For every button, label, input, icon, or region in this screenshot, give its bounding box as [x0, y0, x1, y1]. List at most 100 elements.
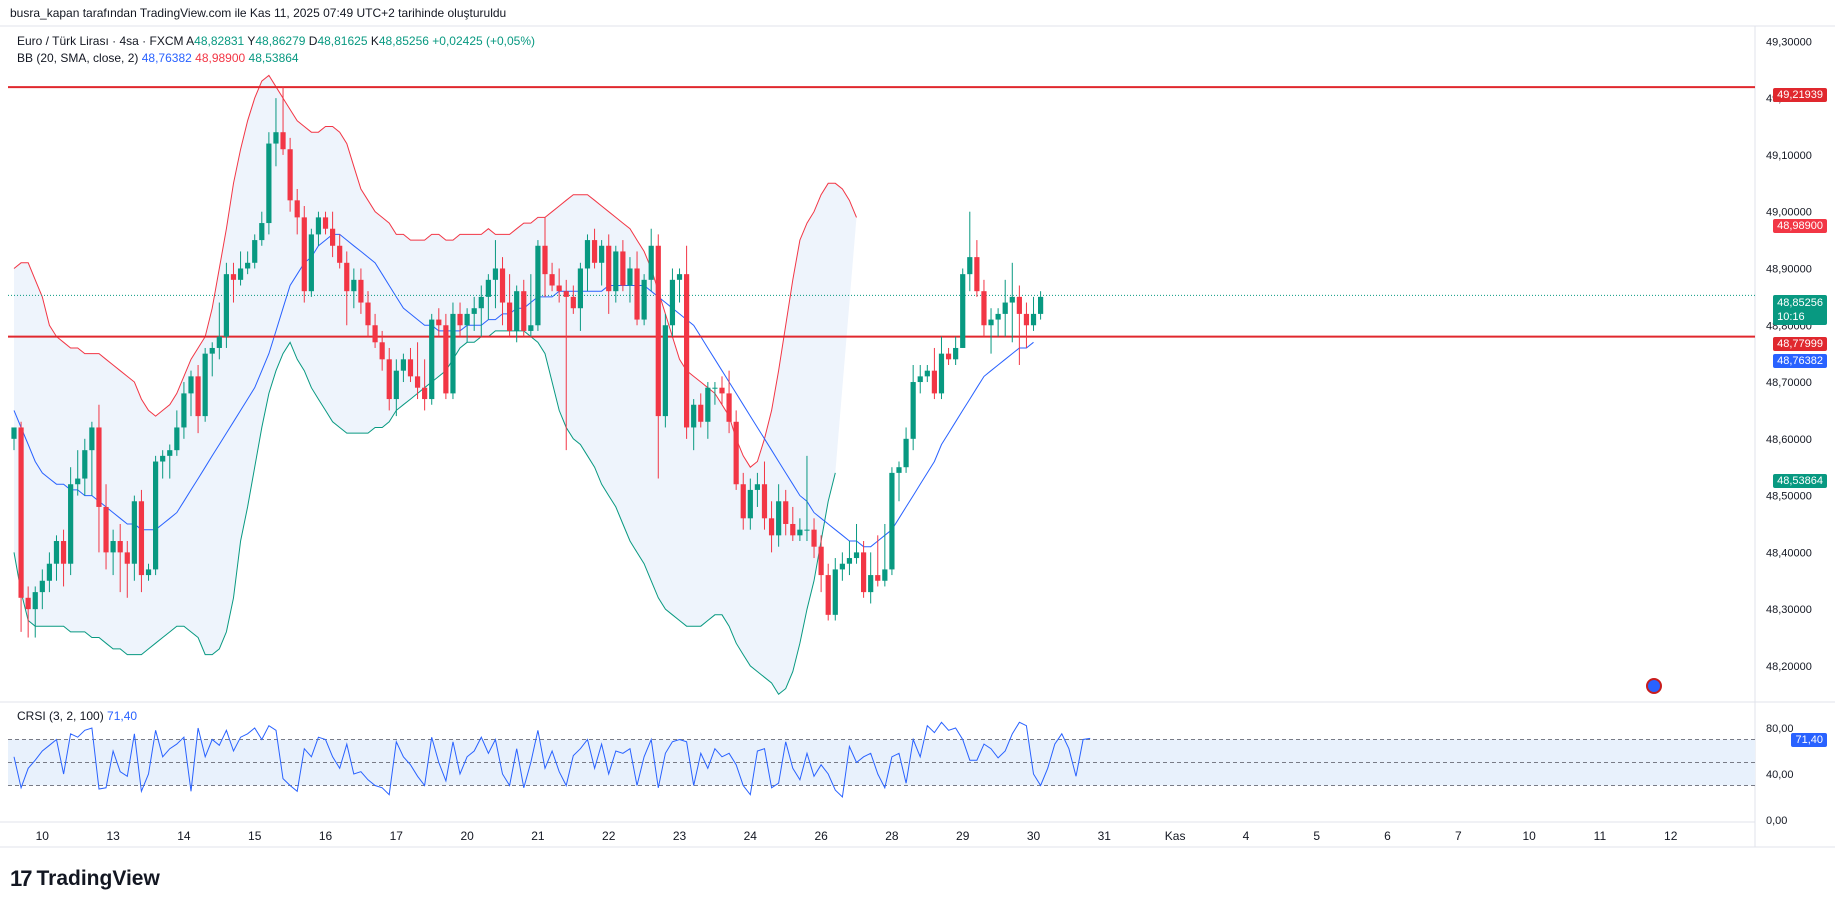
price-tick-label: 48,60000 [1766, 434, 1812, 446]
high-label: Y [247, 34, 256, 48]
time-tick-label: 20 [460, 829, 474, 843]
candle-body [372, 325, 378, 343]
candle-body [429, 319, 435, 400]
candle-body [662, 325, 668, 417]
price-tick-label: 48,90000 [1766, 263, 1812, 275]
candle-body [330, 228, 336, 246]
candle-body [160, 455, 166, 462]
brand-logo[interactable]: 17 TradingView [10, 866, 160, 892]
candle-body [188, 376, 194, 394]
candle-body [967, 257, 973, 275]
candle-body [209, 347, 215, 354]
candle-body [960, 274, 966, 348]
candle-body [414, 376, 421, 388]
candle-body [393, 370, 399, 400]
candle-body [365, 302, 371, 326]
candle-body [11, 427, 17, 439]
candle-body [889, 472, 895, 570]
candle-body [223, 274, 229, 337]
candle-body [252, 240, 258, 263]
time-tick-label: Kas [1165, 829, 1186, 843]
candle-body [301, 217, 307, 292]
candle-body [110, 541, 116, 553]
candle-body [124, 552, 130, 564]
candle-body [492, 268, 499, 280]
bb-basis-price-label: 48,76382 [1773, 354, 1827, 368]
attribution-text: busra_kapan tarafından TradingView.com i… [10, 6, 507, 20]
candle-body [287, 149, 293, 201]
candle-body [436, 319, 442, 326]
candle-body [358, 279, 364, 303]
candle-body [1009, 296, 1015, 303]
candle-body [839, 563, 845, 570]
candle-body [896, 467, 902, 473]
brand-name: TradingView [36, 867, 160, 890]
time-tick-label: 6 [1384, 829, 1391, 843]
candle-body [1016, 296, 1022, 314]
candle-body [684, 274, 690, 428]
candle-body [485, 279, 491, 297]
time-tick-label: 30 [1027, 829, 1041, 843]
low-value: 48,81625 [317, 34, 368, 48]
candle-body [216, 336, 222, 348]
candle-body [846, 558, 853, 564]
candle-body [691, 404, 697, 428]
candle-body [386, 359, 392, 400]
candle-body [507, 302, 513, 331]
time-tick-label: 13 [106, 829, 120, 843]
bb-lower-price-label: 48,53864 [1773, 474, 1827, 488]
candle-body [634, 268, 640, 320]
candle-body [698, 404, 704, 422]
candle-body [747, 489, 753, 519]
price-tick-label: 48,20000 [1766, 661, 1812, 673]
symbol-title[interactable]: Euro / Türk Lirası · 4sa · FXCM [17, 34, 184, 48]
candle-body [131, 501, 137, 564]
candle-body [853, 552, 860, 559]
last-price-value: 48,85256 [1777, 297, 1823, 309]
candle-body [591, 240, 598, 263]
bb-legend[interactable]: BB (20, SMA, close, 2) 48,76382 48,98900… [17, 51, 299, 65]
open-label: A [186, 34, 195, 48]
candle-body [443, 325, 449, 394]
candle-body [584, 240, 591, 269]
candle-body [669, 279, 676, 326]
time-tick-label: 26 [814, 829, 828, 843]
candle-body [18, 427, 24, 598]
candle-body [938, 353, 945, 394]
candle-body [953, 347, 959, 360]
price-tick-label: 48,30000 [1766, 604, 1812, 616]
candle-body [521, 291, 527, 331]
candle-body [875, 575, 881, 581]
crsi-value: 71,40 [107, 709, 138, 723]
crsi-legend[interactable]: CRSI (3, 2, 100) 71,40 [17, 709, 137, 723]
settings-icon[interactable] [1646, 678, 1662, 694]
candle-body [400, 359, 406, 371]
candle-body [68, 484, 74, 564]
change-value: +0,02425 (+0,05%) [432, 34, 536, 48]
candle-body [535, 245, 541, 326]
high-value: 48,86279 [255, 34, 306, 48]
bb-upper-line [13, 74, 857, 468]
chart-canvas[interactable]: 49,3000049,2000049,1000049,0000048,90000… [0, 0, 1835, 860]
candle-body [457, 313, 463, 326]
candle-body [1038, 296, 1044, 314]
candle-body [740, 484, 746, 519]
time-tick-label: 31 [1098, 829, 1112, 843]
close-label: K [370, 34, 379, 48]
candle-body [783, 501, 789, 524]
candle-body [627, 268, 633, 286]
time-tick-label: 7 [1455, 829, 1462, 843]
candle-body [917, 376, 923, 383]
open-value: 48,82831 [194, 34, 245, 48]
time-tick-label: 21 [531, 829, 545, 843]
candle-body [422, 387, 428, 400]
candle-body [599, 245, 605, 263]
candle-body [974, 257, 980, 292]
candle-body [797, 529, 803, 536]
candle-body [577, 268, 583, 309]
candle-body [563, 291, 569, 297]
candle-body [542, 245, 548, 275]
candle-body [237, 268, 244, 280]
candle-body [259, 223, 265, 241]
candle-body [202, 353, 208, 417]
